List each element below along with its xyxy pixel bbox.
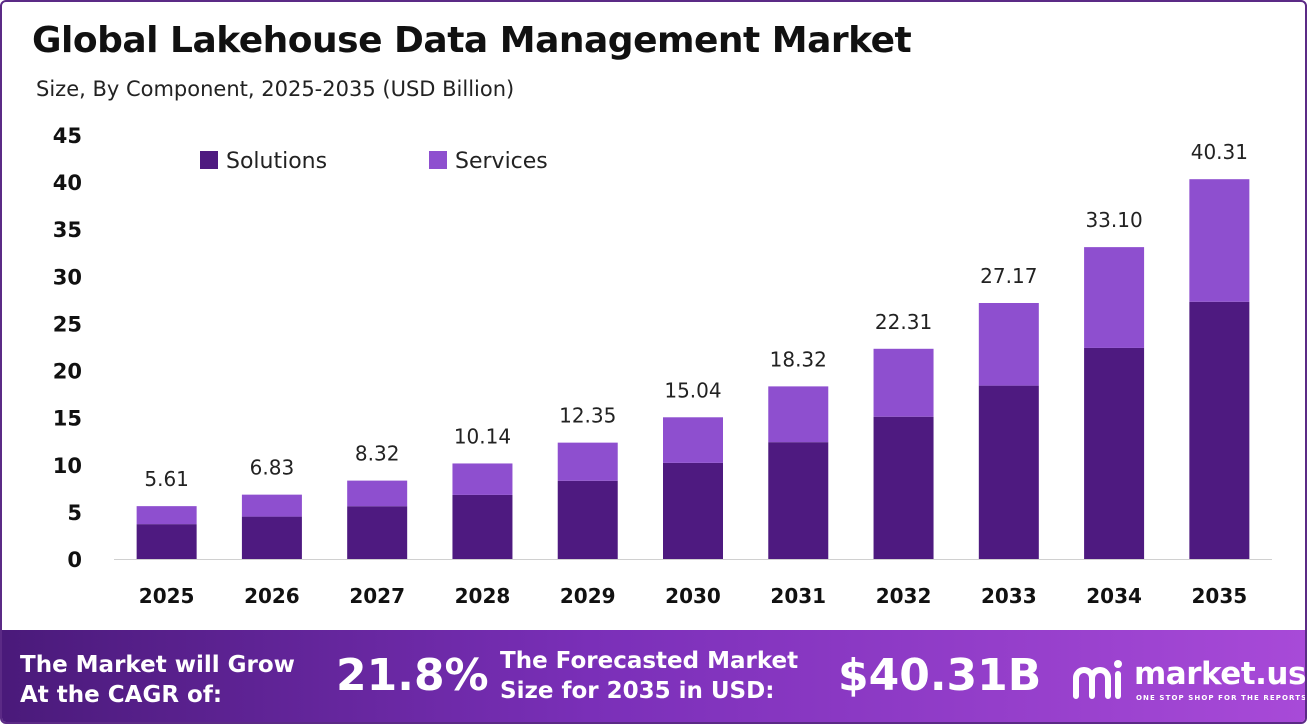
y-tick-label: 35 [53, 218, 82, 242]
y-tick-label: 30 [53, 265, 82, 289]
legend-swatch-solutions [200, 151, 218, 169]
x-axis: 2025 2026 2027 2028 2029 2030 2031 2032 2033 2034… [114, 559, 1272, 608]
legend: Solutions Services [200, 149, 548, 174]
data-label-total: 12.35 [559, 404, 616, 428]
x-tick-label: 2027 [349, 584, 405, 608]
data-label-total: 18.32 [770, 347, 827, 371]
chart-title: Global Lakehouse Data Management Market [32, 20, 912, 61]
market-us-logo-icon [1073, 660, 1122, 699]
y-axis: 0 5 10 15 20 25 30 35 40 45 [53, 124, 82, 572]
y-tick-label: 15 [53, 407, 82, 431]
x-tick-label: 2031 [770, 584, 826, 608]
cagr-label: The Market will Grow At the CAGR of: [20, 650, 295, 710]
bar-services-2031 [768, 386, 829, 443]
cagr-label-line1: The Market will Grow [20, 652, 295, 678]
bar-services-2026 [241, 494, 302, 517]
legend-swatch-services [429, 151, 447, 169]
x-tick-label: 2034 [1086, 584, 1142, 608]
x-tick-label: 2033 [981, 584, 1037, 608]
bar-services-2034 [1084, 247, 1145, 348]
bar-services-2035 [1189, 179, 1250, 302]
bar-services-2025 [136, 506, 197, 525]
legend-label-services: Services [455, 149, 548, 174]
cagr-value: 21.8% [336, 650, 489, 701]
bar-solutions-2029 [557, 480, 618, 559]
data-label-total: 15.04 [664, 378, 721, 402]
data-label-total: 5.61 [144, 467, 189, 491]
x-tick-label: 2028 [455, 584, 511, 608]
bar-solutions-2031 [768, 442, 829, 559]
bar-solutions-2035 [1189, 301, 1250, 559]
bar-solutions-2026 [241, 516, 302, 559]
bar-solutions-2033 [978, 385, 1039, 559]
y-tick-label: 20 [53, 360, 82, 384]
forecast-value: $40.31B [838, 650, 1042, 701]
bar-solutions-2028 [452, 494, 513, 559]
x-tick-label: 2026 [244, 584, 300, 608]
bar-services-2028 [452, 463, 513, 495]
footer-banner: The Market will Grow At the CAGR of: 21.… [2, 630, 1305, 722]
brand-logo: market.us ONE STOP SHOP FOR THE REPORTS [1068, 656, 1305, 706]
data-label-total: 8.32 [355, 442, 400, 466]
forecast-label: The Forecasted Market Size for 2035 in U… [500, 646, 798, 706]
brand-tagline: ONE STOP SHOP FOR THE REPORTS [1136, 694, 1307, 702]
forecast-label-line1: The Forecasted Market [500, 648, 799, 674]
bar-services-2030 [663, 417, 723, 463]
data-label-total: 6.83 [250, 456, 295, 480]
brand-name: market.us [1134, 656, 1306, 692]
data-label-total: 10.14 [454, 424, 511, 448]
data-label-total: 22.31 [875, 310, 932, 334]
y-tick-label: 45 [53, 124, 82, 148]
bar-solutions-2032 [873, 416, 934, 559]
y-tick-label: 0 [67, 548, 82, 572]
data-label-total: 27.17 [980, 264, 1037, 288]
data-label-total: 40.31 [1191, 140, 1248, 164]
bar-services-2027 [347, 480, 408, 507]
bar-solutions-2034 [1084, 347, 1145, 559]
bar-solutions-2025 [136, 524, 197, 559]
bar-services-2032 [873, 348, 934, 417]
y-tick-label: 5 [67, 501, 82, 525]
x-tick-label: 2025 [139, 584, 195, 608]
x-tick-label: 2035 [1192, 584, 1248, 608]
bars: 5.61 6.83 8.32 10.14 12.35 15.04 18.32 22.31 27.… [136, 140, 1250, 559]
forecast-label-line2: Size for 2035 in USD: [500, 678, 775, 704]
y-tick-label: 25 [53, 312, 82, 336]
bar-solutions-2030 [663, 462, 723, 559]
x-tick-label: 2030 [665, 584, 721, 608]
data-label-total: 33.10 [1085, 208, 1142, 232]
bar-services-2029 [557, 442, 618, 481]
x-tick-label: 2032 [876, 584, 932, 608]
bar-solutions-2027 [347, 506, 408, 559]
x-tick-label: 2029 [560, 584, 616, 608]
cagr-label-line2: At the CAGR of: [20, 682, 223, 708]
y-tick-label: 10 [53, 454, 82, 478]
chart-subtitle: Size, By Component, 2025-2035 (USD Billi… [36, 77, 515, 101]
legend-label-solutions: Solutions [226, 149, 327, 174]
y-tick-label: 40 [53, 171, 82, 195]
bar-services-2033 [978, 302, 1039, 386]
